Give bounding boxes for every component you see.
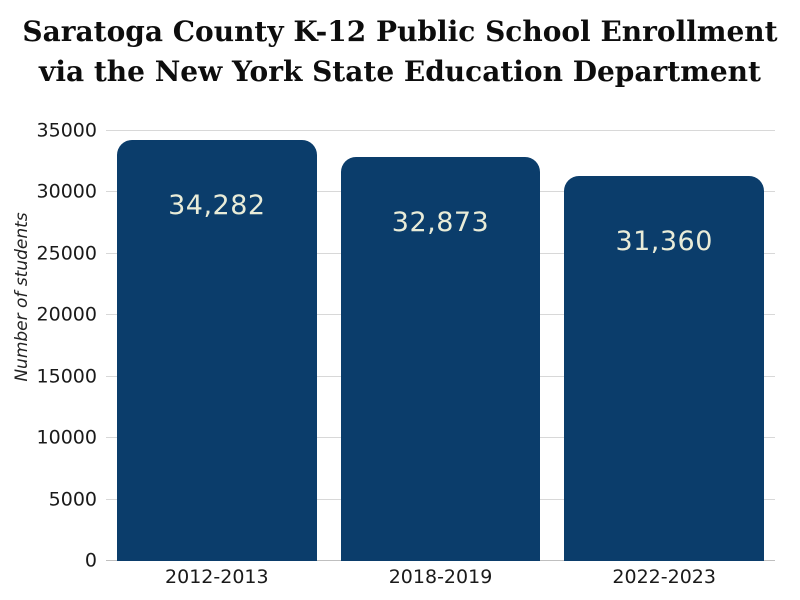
chart-title-line1: Saratoga County K-12 Public School Enrol… — [22, 15, 778, 48]
x-axis-tick-labels: 2012-2013 2018-2019 2022-2023 — [106, 567, 775, 588]
bar-2012-2013: 34,282 — [117, 139, 317, 561]
bar-value-label-2022-2023: 31,360 — [615, 225, 713, 257]
y-tick-label-15000: 15000 — [36, 365, 97, 388]
y-tick-label-20000: 20000 — [36, 303, 97, 326]
y-tick-label-30000: 30000 — [36, 180, 97, 203]
chart-title-line2: via the New York State Education Departm… — [39, 54, 761, 88]
y-tick-label-25000: 25000 — [36, 242, 97, 265]
chart-title: Saratoga County K-12 Public School Enrol… — [0, 12, 800, 92]
x-tick-label-2022-2023: 2022-2023 — [612, 566, 716, 588]
bars: 34,282 32,873 31,360 — [106, 131, 775, 561]
y-tick-label-35000: 35000 — [36, 119, 97, 142]
bar-2022-2023: 31,360 — [564, 175, 765, 561]
bar-2018-2019: 32,873 — [340, 157, 541, 561]
bar-value-label-2012-2013: 34,282 — [168, 189, 266, 221]
y-tick-label-0: 0 — [84, 549, 97, 572]
plot-area: 34,282 32,873 31,360 — [106, 130, 775, 561]
gridline-35000 — [106, 130, 775, 131]
bar-value-label-2018-2019: 32,873 — [391, 207, 490, 239]
y-tick-label-10000: 10000 — [36, 426, 97, 449]
x-tick-label-2012-2013: 2012-2013 — [165, 566, 269, 588]
y-axis-tick-labels: 0 5000 10000 15000 20000 25000 30000 35000 — [0, 121, 97, 570]
y-tick-label-5000: 5000 — [48, 488, 97, 511]
x-tick-label-2018-2019: 2018-2019 — [388, 566, 493, 588]
